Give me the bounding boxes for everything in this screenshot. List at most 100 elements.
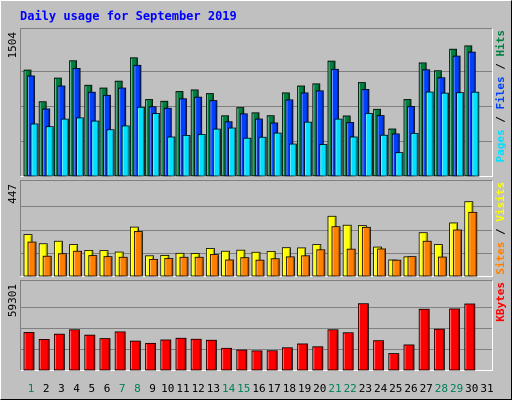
day-label-18: 18 bbox=[283, 382, 296, 395]
bar-body bbox=[73, 250, 82, 277]
bar-body bbox=[243, 137, 252, 177]
bar-kbytes-day-10 bbox=[160, 339, 172, 371]
bar-body bbox=[304, 121, 313, 177]
bar-sites-day-28 bbox=[437, 256, 447, 277]
bar-body bbox=[270, 258, 280, 277]
bar-body bbox=[42, 255, 52, 277]
bar-body bbox=[258, 136, 267, 177]
day-label-4: 4 bbox=[73, 382, 80, 395]
bar-body bbox=[212, 128, 221, 177]
bar-pages-day-22 bbox=[349, 136, 358, 177]
bar-pages-day-8 bbox=[136, 106, 145, 177]
bar-body bbox=[342, 332, 354, 371]
bar-kbytes-day-3 bbox=[54, 333, 65, 371]
bar-body bbox=[453, 229, 463, 277]
bar-kbytes-day-16 bbox=[251, 350, 263, 371]
bar-sites-day-24 bbox=[377, 248, 387, 277]
bar-pages-day-26 bbox=[410, 132, 419, 177]
bar-body bbox=[327, 329, 339, 371]
bar-sites-day-22 bbox=[346, 248, 356, 277]
bar-body bbox=[468, 211, 478, 277]
axis-max-label: 59301 bbox=[6, 284, 19, 317]
bar-body bbox=[194, 256, 204, 277]
bar-pages-day-6 bbox=[106, 129, 115, 177]
bar-body bbox=[27, 241, 37, 277]
bar-sites-day-23 bbox=[361, 226, 371, 277]
day-label-13: 13 bbox=[207, 382, 220, 395]
bar-body bbox=[255, 259, 265, 277]
bar-body bbox=[395, 152, 404, 177]
bar-kbytes-day-24 bbox=[373, 340, 385, 371]
bar-body bbox=[346, 248, 356, 277]
bar-body bbox=[334, 118, 343, 177]
bar-kbytes-day-4 bbox=[69, 329, 80, 371]
bar-pages-day-25 bbox=[395, 152, 404, 177]
bar-pages-day-11 bbox=[182, 135, 191, 177]
bar-body bbox=[23, 332, 35, 371]
bar-kbytes-day-1 bbox=[23, 332, 35, 371]
day-label-23: 23 bbox=[359, 382, 372, 395]
bar-kbytes-day-22 bbox=[342, 332, 354, 371]
bar-body bbox=[273, 132, 282, 177]
bar-pages-day-21 bbox=[334, 118, 343, 177]
bar-sites-day-27 bbox=[422, 240, 432, 277]
bar-body bbox=[433, 328, 445, 371]
bar-body bbox=[152, 113, 161, 177]
bar-body bbox=[251, 350, 263, 371]
bar-pages-day-17 bbox=[273, 132, 282, 177]
day-label-6: 6 bbox=[104, 382, 111, 395]
bar-body bbox=[76, 117, 84, 177]
axis-max-label: 447 bbox=[6, 184, 19, 204]
day-label-30: 30 bbox=[465, 382, 478, 395]
bar-kbytes-day-13 bbox=[205, 339, 217, 371]
bar-pages-day-10 bbox=[167, 136, 176, 177]
bar-pages-day-15 bbox=[243, 137, 252, 177]
bar-body bbox=[464, 303, 476, 371]
bar-body bbox=[45, 126, 54, 177]
panel-3-border-light bbox=[20, 280, 493, 371]
day-label-27: 27 bbox=[420, 382, 433, 395]
bar-kbytes-day-23 bbox=[357, 303, 369, 371]
bar-pages-day-12 bbox=[197, 134, 206, 177]
bar-sites-day-16 bbox=[255, 259, 265, 277]
day-label-26: 26 bbox=[404, 382, 417, 395]
bar-body bbox=[182, 135, 191, 177]
bar-body bbox=[228, 127, 237, 177]
bar-body bbox=[145, 342, 157, 371]
bar-pages-day-2 bbox=[45, 126, 54, 177]
bar-body bbox=[58, 253, 67, 277]
bar-sites-day-29 bbox=[453, 229, 463, 277]
bar-body bbox=[361, 226, 371, 277]
bar-body bbox=[471, 91, 480, 177]
bar-body bbox=[288, 143, 297, 177]
bar-body bbox=[91, 120, 100, 177]
bar-sites-day-6 bbox=[103, 256, 113, 277]
day-label-12: 12 bbox=[192, 382, 205, 395]
legend-pages: Pages bbox=[494, 129, 507, 162]
bar-pages-day-27 bbox=[425, 91, 434, 177]
bar-body bbox=[403, 344, 415, 371]
bar-pages-day-1 bbox=[30, 123, 39, 177]
bar-body bbox=[61, 118, 69, 177]
bar-sites-day-25 bbox=[392, 259, 402, 277]
bar-body bbox=[30, 123, 39, 177]
bar-body bbox=[225, 259, 235, 277]
panel-2-border-dark bbox=[20, 180, 493, 277]
bar-body bbox=[331, 226, 341, 277]
bar-body bbox=[167, 136, 176, 177]
bar-kbytes-day-15 bbox=[236, 349, 248, 371]
bar-body bbox=[285, 256, 295, 277]
bar-kbytes-day-7 bbox=[114, 331, 126, 371]
bar-body bbox=[99, 338, 111, 371]
bar-kbytes-day-26 bbox=[403, 344, 415, 371]
bar-body bbox=[129, 340, 141, 371]
chart-title: Daily usage for September 2019 bbox=[20, 9, 237, 23]
day-label-14: 14 bbox=[222, 382, 236, 395]
bar-body bbox=[410, 132, 419, 177]
bar-body bbox=[84, 334, 96, 371]
legend-separator: / bbox=[494, 110, 507, 130]
day-label-31: 31 bbox=[480, 382, 493, 395]
bar-kbytes-day-5 bbox=[84, 334, 96, 371]
bar-pages-day-9 bbox=[152, 113, 161, 177]
